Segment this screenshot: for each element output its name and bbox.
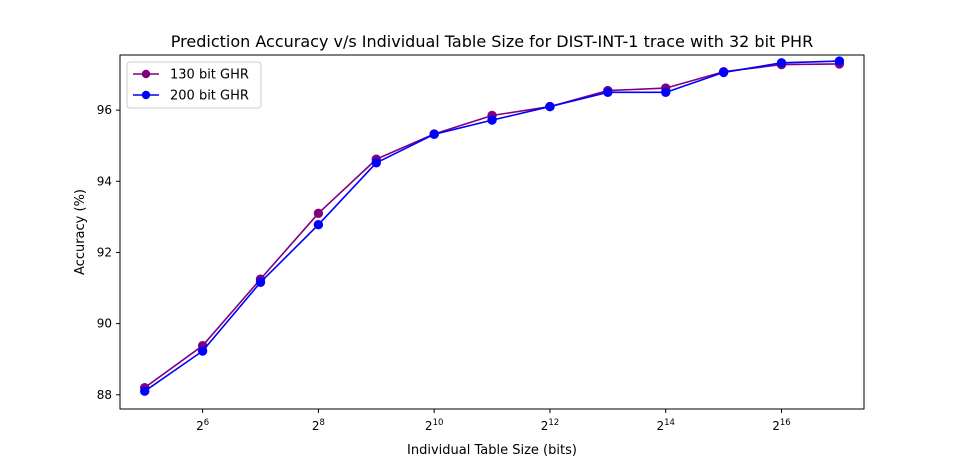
legend-marker [141,90,151,100]
legend-marker [141,69,151,79]
data-point [603,87,613,98]
data-point [718,67,729,78]
y-tick-label: 90 [97,317,112,331]
data-point [197,346,208,356]
data-point [776,58,787,68]
legend-box [126,61,262,109]
data-point [140,386,150,396]
legend-label: 200 bit GHR [170,89,249,104]
series-line-2 [144,60,840,392]
plot-area: 88 90 92 94 96 26 28 210 212 214 216 [97,54,865,433]
y-tick-label: 88 [97,388,112,402]
y-axis-label: Accuracy (%) [73,189,88,275]
y-tick-label: 94 [97,174,112,188]
data-point [545,101,555,112]
data-point [487,115,497,125]
x-tick-label: 212 [541,418,559,433]
legend-label: 130 bit GHR [170,68,249,83]
data-point [313,208,324,219]
data-point [371,158,381,168]
x-tick-label: 28 [312,418,325,433]
chart-title: Prediction Accuracy v/s Individual Table… [171,32,813,51]
x-axis-label: Individual Table Size (bits) [407,443,577,458]
y-tick-label: 92 [97,245,112,259]
x-tick-label: 214 [656,418,674,433]
plot-frame [119,54,865,410]
x-tick-label: 216 [772,418,790,433]
data-point [255,277,266,288]
data-point [834,56,845,66]
data-point [429,129,439,140]
x-tick-label: 210 [425,418,443,433]
data-point [661,87,671,98]
legend: 130 bit GHR 200 bit GHR [126,61,262,109]
y-tick-label: 96 [97,103,112,117]
x-tick-label: 26 [196,418,209,433]
data-point [313,220,324,230]
